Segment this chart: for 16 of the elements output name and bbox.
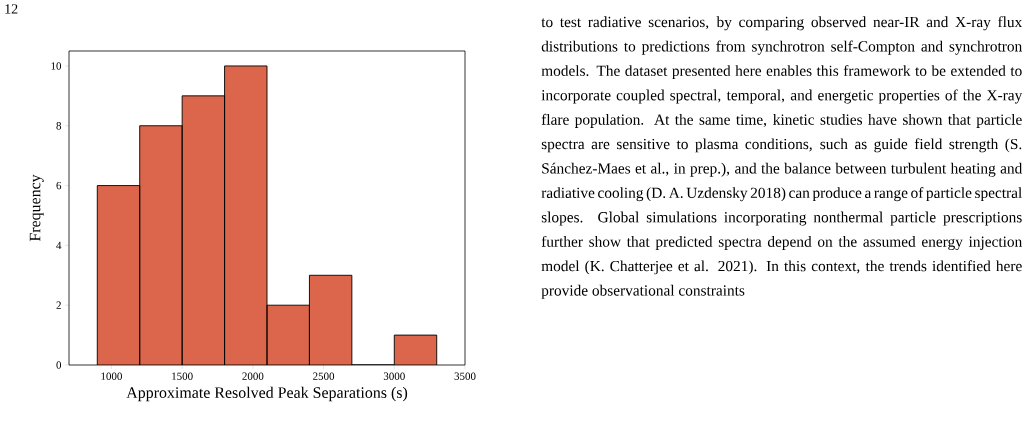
y-tick-label: 2 [56,301,61,309]
y-tick-label: 8 [56,122,62,130]
y-tick-label: 0 [56,361,62,369]
x-tick-label: 2500 [313,372,335,380]
text: to test radiative scenarios, by comparing observed near-IR and X-ray flux distributions to predictions from synchrotron self-Compton and synchrotron models. The dataset presented here enables this framework to be extended to incorporate coupled spectral, temporal, and energetic properties of the X-ray flare population. At the same time, kinetic studies have shown that particle spectra are sensitive to plasma conditions, such as guide field strength (S. Sánchez-Maes et al., in prep.), and the balance between turbulent heating and radiative cooling (D. A. Uzdensky 2018) can produce a range of particle spectral slopes. Global simulations incorporating nonthermal particle prescriptions further show that predicted spectra depend on the assumed energy injection model (K. Chatterjee et al. 2021). In this context, the trends identified here provide observational constraints [541,16,1023,299]
x-tick-label: 3000 [383,372,405,380]
x-tick-label: 3500 [454,372,476,380]
x-axis-title: Approximate Resolved Peak Separations (s) [126,386,408,402]
x-tick-label: 2000 [242,372,264,380]
y-tick-label: 10 [51,62,62,70]
y-tick-label: 4 [56,241,62,249]
text: 12 [5,4,18,14]
y-tick-label: 6 [56,181,62,190]
y-axis-title: Frequency [29,174,44,242]
x-tick-label: 1500 [172,372,193,380]
x-tick-label: 1000 [101,372,122,380]
